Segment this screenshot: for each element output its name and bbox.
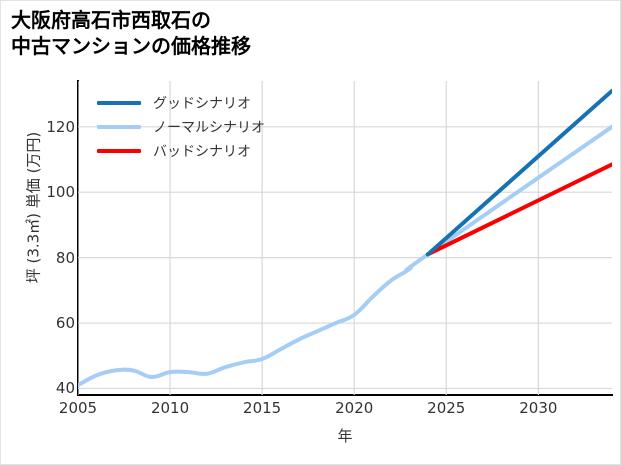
y-axis-label: 坪 (3.3㎡) 単価 (万円) [24,131,43,284]
series-line [425,162,612,257]
y-tick-label: 60 [55,314,75,333]
y-tick-label: 120 [46,117,75,136]
chart-title: 大阪府高石市西取石の 中古マンションの価格推移 [11,8,251,59]
legend-item-label: バッドシナリオ [153,144,251,160]
chart-legend: グッドシナリオ ノーマルシナリオ バッドシナリオ [97,91,317,163]
x-tick-label: 2005 [58,399,98,417]
y-tick-label: 80 [55,248,75,267]
legend-color-swatch [97,101,141,105]
x-tick-label: 2025 [427,399,466,417]
y-tick-label: 40 [55,379,75,398]
x-tick-label: 2020 [335,399,374,417]
x-tick-label: 2010 [150,399,190,417]
y-axis-ticks: 40 60 80 100 120 [1,1,75,464]
legend-item[interactable]: ノーマルシナリオ [97,115,317,139]
series-line [78,124,612,388]
y-tick-label: 100 [46,183,75,202]
legend-color-swatch [97,149,141,153]
plot-svg [78,81,612,395]
series-line [425,88,612,257]
legend-item-label: ノーマルシナリオ [153,120,265,136]
legend-item-label: グッドシナリオ [153,96,251,112]
series-lines [78,88,612,388]
x-axis-spine [77,394,613,396]
legend-item[interactable]: グッドシナリオ [97,91,317,115]
x-tick-label: 2030 [519,399,558,417]
plot-area [78,81,612,395]
legend-color-swatch [97,125,141,129]
x-axis-label: 年 [337,427,353,445]
legend-item[interactable]: バッドシナリオ [97,139,317,163]
x-tick-label: 2015 [243,399,282,417]
